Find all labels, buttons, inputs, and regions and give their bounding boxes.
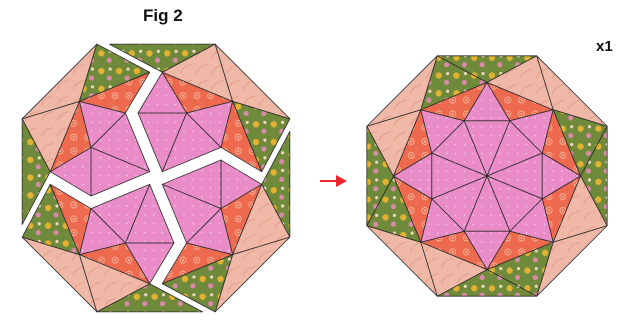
section-2 — [161, 131, 291, 256]
section-7 — [21, 43, 151, 173]
figure-title: Fig 2 — [143, 6, 183, 25]
arrow-right-icon — [320, 175, 347, 187]
separated-block-diagram — [21, 43, 291, 313]
piece-corner-5 — [21, 183, 80, 256]
section-7 — [366, 55, 488, 177]
section-4 — [420, 175, 538, 297]
section-1 — [161, 43, 291, 173]
octagon-block — [21, 43, 291, 313]
quantity-label: x1 — [596, 38, 613, 55]
piece-corner-1 — [232, 100, 291, 173]
section-6 — [21, 100, 151, 225]
section-5 — [21, 183, 151, 313]
piece-corner-7 — [420, 55, 488, 111]
octagon-block — [366, 55, 608, 297]
section-6 — [366, 109, 488, 227]
piece-corner-7 — [78, 43, 151, 102]
joined-block-diagram — [366, 55, 608, 297]
section-2 — [486, 125, 608, 243]
section-3 — [161, 183, 291, 313]
piece-corner-3 — [161, 254, 234, 313]
section-1 — [486, 55, 608, 177]
section-4 — [78, 183, 203, 313]
section-0 — [436, 55, 554, 177]
